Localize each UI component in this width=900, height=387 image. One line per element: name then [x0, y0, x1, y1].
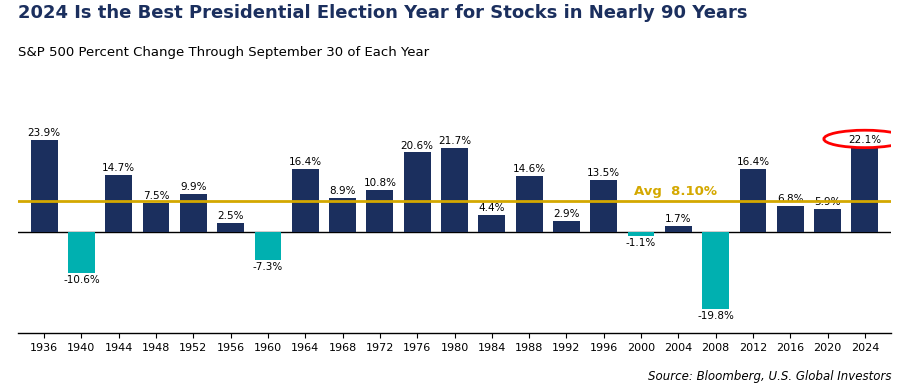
Bar	[105, 175, 132, 232]
Text: 2024 Is the Best Presidential Election Year for Stocks in Nearly 90 Years: 2024 Is the Best Presidential Election Y…	[18, 4, 748, 22]
Text: S&P 500 Percent Change Through September 30 of Each Year: S&P 500 Percent Change Through September…	[18, 46, 429, 60]
Text: 9.9%: 9.9%	[180, 182, 207, 192]
Text: 16.4%: 16.4%	[736, 157, 770, 167]
Text: 8.9%: 8.9%	[329, 186, 356, 196]
Text: -19.8%: -19.8%	[698, 311, 734, 321]
Bar	[702, 232, 729, 309]
Text: 7.5%: 7.5%	[143, 191, 169, 201]
Text: 16.4%: 16.4%	[289, 157, 322, 167]
Text: 6.8%: 6.8%	[777, 194, 804, 204]
Bar	[553, 221, 580, 232]
Text: -1.1%: -1.1%	[626, 238, 656, 248]
Text: 1.7%: 1.7%	[665, 214, 691, 224]
Bar	[31, 140, 58, 232]
Bar	[851, 147, 878, 232]
Bar	[292, 169, 319, 232]
Bar	[516, 176, 543, 232]
Text: 10.8%: 10.8%	[364, 178, 396, 188]
Bar	[627, 232, 654, 236]
Bar	[366, 190, 393, 232]
Bar	[665, 226, 692, 232]
Bar	[217, 223, 244, 232]
Bar	[777, 206, 804, 232]
Text: Avg  8.10%: Avg 8.10%	[634, 185, 716, 198]
Bar	[329, 198, 356, 232]
Bar	[404, 152, 430, 232]
Text: 22.1%: 22.1%	[849, 135, 881, 145]
Text: 13.5%: 13.5%	[587, 168, 620, 178]
Bar	[590, 180, 617, 232]
Text: 4.4%: 4.4%	[479, 203, 505, 213]
Text: 14.7%: 14.7%	[103, 163, 135, 173]
Text: 20.6%: 20.6%	[400, 140, 434, 151]
Bar	[740, 169, 767, 232]
Text: 5.9%: 5.9%	[814, 197, 841, 207]
Text: 14.6%: 14.6%	[513, 164, 545, 174]
Bar	[814, 209, 841, 232]
Bar	[255, 232, 282, 260]
Bar	[68, 232, 94, 273]
Text: 2.5%: 2.5%	[218, 211, 244, 221]
Bar	[441, 148, 468, 232]
Text: Source: Bloomberg, U.S. Global Investors: Source: Bloomberg, U.S. Global Investors	[647, 370, 891, 383]
Bar	[180, 194, 207, 232]
Text: 23.9%: 23.9%	[28, 128, 60, 138]
Text: -10.6%: -10.6%	[63, 275, 100, 285]
Text: 2.9%: 2.9%	[554, 209, 580, 219]
Text: 21.7%: 21.7%	[438, 136, 471, 146]
Bar	[142, 203, 169, 232]
Bar	[479, 215, 505, 232]
Text: -7.3%: -7.3%	[253, 262, 284, 272]
